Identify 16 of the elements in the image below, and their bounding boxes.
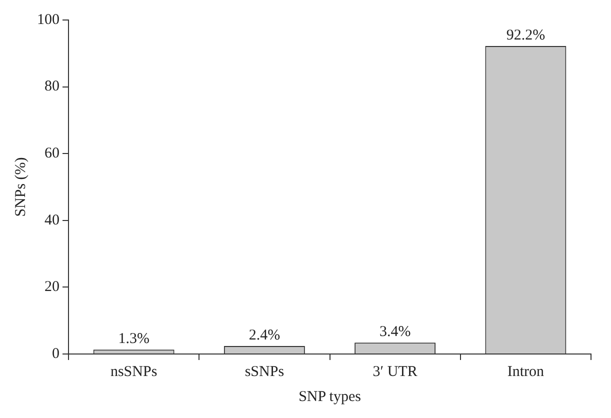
y-tick-label: 100 [37,12,60,28]
x-tick-label: nsSNPs [110,364,158,380]
x-axis-title: SNP types [298,388,362,405]
y-tick-label: 60 [44,146,60,162]
y-tick-label: 40 [44,212,60,228]
x-tick-label: sSNPs [244,364,284,380]
data-label: 3.4% [379,324,411,340]
data-label: 1.3% [118,331,150,348]
y-tick-label: 20 [44,279,60,296]
y-axis-title: SNPs (%) [12,157,29,217]
y-tick-label: 80 [44,78,60,95]
data-label: 2.4% [248,327,280,344]
y-tick-label: 0 [52,346,60,362]
x-tick-label: Intron [507,364,545,380]
data-label: 92.2% [506,27,546,44]
x-tick-label: 3′ UTR [372,364,418,380]
